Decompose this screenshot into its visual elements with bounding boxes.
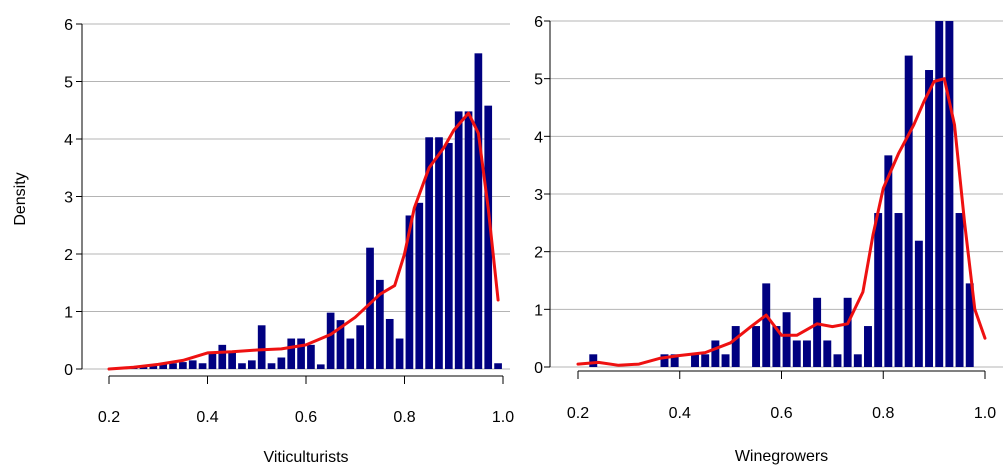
density-curve: [576, 77, 987, 367]
histogram-bar: [425, 137, 433, 369]
y-tick-label: 6: [534, 14, 543, 31]
x-tick-label: 1.0: [492, 409, 514, 426]
histogram-bar: [925, 70, 934, 368]
histogram-bar: [307, 344, 315, 369]
histogram-bar: [752, 326, 761, 367]
histogram-bar: [772, 326, 781, 367]
y-tick-label: 4: [534, 129, 543, 146]
y-tick-label: 1: [64, 305, 73, 322]
x-axis-title: Winegrowers: [735, 448, 828, 465]
histogram-bar: [277, 357, 286, 369]
histogram-bar: [208, 351, 217, 369]
histogram-bar: [711, 340, 720, 367]
histogram-bar: [188, 360, 197, 369]
histogram-bar: [833, 354, 842, 367]
y-tick-label: 3: [64, 190, 73, 207]
histogram-bar: [965, 283, 974, 367]
histogram-bar: [874, 213, 883, 367]
y-tick-label: 2: [534, 245, 543, 262]
histogram-bar: [782, 312, 791, 367]
histogram-bar: [589, 354, 598, 367]
x-tick-label: 0.2: [98, 409, 120, 426]
histogram-bar: [823, 340, 832, 367]
y-tick-label: 4: [64, 132, 73, 149]
histogram-bar: [762, 283, 771, 367]
histogram-bar: [238, 363, 246, 369]
x-tick-label: 0.6: [770, 405, 792, 422]
histogram-bar: [813, 297, 822, 367]
y-tick-label: 0: [534, 360, 543, 377]
histogram-bar: [405, 215, 414, 369]
x-tick-label: 1.0: [974, 405, 996, 422]
histogram-bar: [721, 354, 730, 367]
histogram-bar: [218, 344, 227, 369]
histogram-bar: [660, 354, 669, 367]
y-tick-label: 1: [534, 302, 543, 319]
histogram-bar: [149, 365, 158, 369]
y-tick-label: 3: [534, 187, 543, 204]
panel-viticulturists: 0 1 2 3 4 5 6 0.2 0.4 0.6 0.8 1.0 Viticulturists: [64, 17, 514, 466]
y-tick-label: 2: [64, 247, 73, 264]
histogram-bar: [435, 137, 443, 369]
histogram-bar: [864, 326, 872, 367]
x-tick-label: 0.8: [872, 405, 894, 422]
histogram-bar: [169, 363, 177, 369]
histogram-bar: [853, 354, 862, 367]
x-tick-label: 0.8: [393, 409, 415, 426]
histogram-bar: [287, 338, 296, 369]
histogram-bar: [955, 213, 964, 367]
histogram-bar: [701, 354, 710, 367]
histogram-bar: [484, 105, 493, 370]
y-tick-label: 5: [64, 75, 73, 92]
histogram-bar: [316, 364, 325, 369]
panel-winegrowers: 0 1 2 3 4 5 6 0.2 0.4 0.6 0.8 1.0 Winegrowers: [534, 14, 1003, 465]
histogram-bar: [474, 53, 483, 369]
x-tick-label: 0.4: [196, 409, 218, 426]
histogram-bar: [843, 297, 852, 367]
histogram-bar: [257, 325, 266, 369]
histogram-bar: [802, 340, 811, 367]
histogram-bar: [464, 111, 473, 370]
histogram-bar: [179, 362, 187, 369]
histogram-bar: [945, 21, 954, 367]
histogram-bar: [454, 111, 463, 370]
histogram-bar: [159, 364, 168, 369]
histogram-bar: [935, 21, 944, 367]
histogram-bar: [198, 363, 207, 369]
histogram-bar: [346, 338, 355, 369]
y-tick-label: 0: [64, 362, 73, 379]
histogram-bar: [376, 279, 384, 369]
x-tick-label: 0.6: [295, 409, 317, 426]
histogram-bar: [792, 340, 801, 367]
histogram-bar: [904, 55, 913, 367]
histogram-bar: [731, 326, 740, 367]
histogram-bar: [894, 213, 903, 367]
histogram-bar: [415, 202, 424, 369]
histogram-bar: [691, 354, 699, 367]
histogram-bar: [494, 363, 502, 369]
density-curve: [107, 111, 500, 371]
histogram-bar: [356, 325, 365, 369]
histogram-bar: [326, 312, 335, 369]
histogram-bar: [395, 338, 404, 369]
y-tick-label: 6: [64, 17, 73, 34]
histogram-bar: [228, 351, 236, 369]
histogram-bar: [884, 155, 893, 367]
histogram-bar: [366, 247, 374, 369]
histogram-bar: [297, 338, 305, 369]
histogram-bar: [247, 360, 256, 369]
histogram-bar: [670, 354, 679, 367]
x-tick-label: 0.2: [567, 405, 589, 422]
histogram-bar: [267, 363, 276, 369]
y-tick-label: 5: [534, 72, 543, 89]
histogram-bar: [444, 143, 453, 369]
y-axis-label: Density: [12, 172, 29, 225]
x-tick-label: 0.4: [669, 405, 691, 422]
x-axis-title: Viticulturists: [263, 449, 348, 466]
histogram-bar: [385, 318, 394, 369]
histogram-bar: [336, 320, 345, 369]
histogram-bar: [914, 240, 923, 367]
